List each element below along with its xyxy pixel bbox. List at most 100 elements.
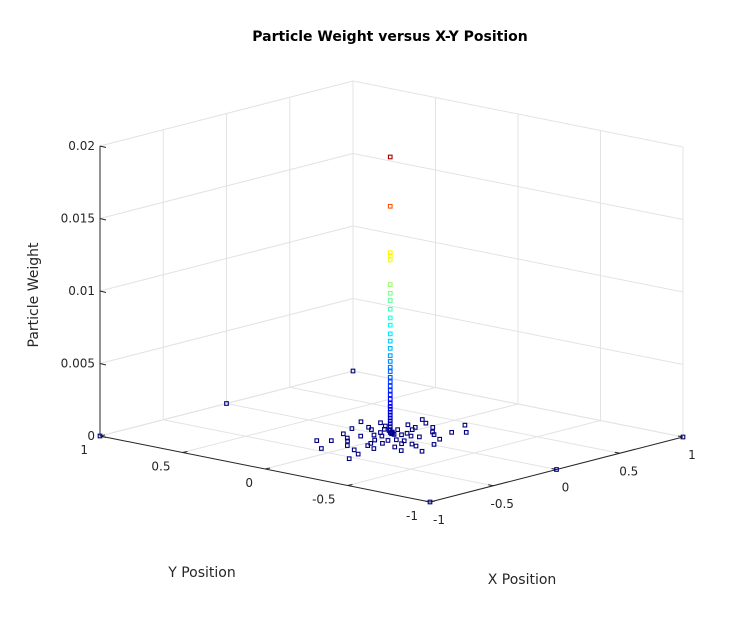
scatter-point (378, 420, 383, 426)
x-tick-mark (488, 484, 494, 487)
back-wall-grid-line (99, 370, 354, 437)
scatter-point (387, 298, 393, 303)
scatter-point (380, 441, 385, 446)
x-tick-mark (424, 500, 431, 503)
scatter-point (430, 425, 436, 430)
scatter-point (387, 424, 393, 430)
y-axis-label: Y Position (167, 565, 236, 581)
scatter-point (395, 427, 401, 432)
scatter-point (355, 451, 361, 457)
scatter-point (350, 368, 356, 374)
floor-grid-line (182, 387, 436, 453)
scatter-point (423, 420, 429, 426)
y-tick-label: 0.5 (151, 460, 170, 474)
scatter-point (387, 359, 393, 364)
scatter-point (349, 426, 355, 431)
x-tick-label: -1 (433, 513, 445, 527)
scatter-point (328, 438, 334, 444)
scatter-point (224, 401, 229, 406)
scatter-point (449, 429, 455, 435)
x-tick-label: 1 (688, 448, 696, 462)
back-wall-grid-line (99, 80, 354, 147)
scatter-point (409, 441, 415, 447)
x-tick-mark (677, 435, 684, 438)
scatter-point (413, 443, 419, 449)
x-tick-label: 0 (562, 481, 570, 495)
z-axis-label: Particle Weight (26, 242, 42, 347)
scatter-point (387, 401, 393, 406)
scatter-point (427, 499, 433, 505)
scatter-point (404, 430, 410, 436)
back-wall-grid-line (99, 298, 354, 364)
scatter-point (393, 437, 399, 443)
scatter-point (351, 447, 357, 453)
x-tick-mark (614, 451, 620, 454)
y-tick-label: -0.5 (312, 493, 335, 507)
scatter-point (399, 441, 404, 447)
x-tick-mark (551, 468, 557, 470)
scatter-point (437, 436, 443, 442)
scatter-point (387, 290, 393, 296)
y-tick-label: 0 (245, 476, 253, 490)
scatter-point (319, 446, 324, 451)
scatter-point (346, 456, 352, 462)
scatter-point (381, 426, 387, 432)
scatter-point (345, 438, 350, 444)
z-tick-mark (99, 290, 107, 293)
scatter-point (387, 203, 393, 209)
z-axis-ticks: 0 0.005 0.01 0.015 0.02 (61, 139, 107, 443)
scatter-point (419, 448, 425, 454)
scatter-point (387, 421, 393, 427)
scatter-point (387, 415, 393, 421)
scatter-point (387, 306, 393, 312)
scatter-point (372, 437, 378, 443)
z-tick-label: 0.01 (68, 284, 95, 298)
scatter-point (344, 443, 350, 448)
scatter-point (385, 438, 391, 443)
scatter-point (392, 444, 398, 450)
floor-grid-line (347, 420, 601, 486)
scatter-point (405, 422, 411, 428)
scatter-point (431, 442, 437, 447)
scatter-points (97, 154, 686, 505)
scatter-point (387, 392, 393, 398)
scatter-point (387, 409, 393, 415)
scatter-point (387, 379, 393, 385)
scatter-point (387, 375, 393, 380)
y-tick-label: -1 (406, 509, 418, 523)
scatter-point (399, 432, 404, 438)
scatter-point (387, 406, 393, 412)
scatter-point (344, 435, 350, 441)
x-tick-label: 0.5 (619, 464, 638, 478)
side-wall-grid-line (352, 298, 684, 365)
z-tick-label: 0.02 (68, 139, 95, 153)
scatter-point (462, 422, 468, 428)
y-tick-mark (264, 467, 271, 470)
scatter-point (387, 353, 393, 358)
back-wall-grid-line (99, 225, 354, 292)
scatter-point (371, 446, 377, 451)
back-wall-grid-line (99, 153, 354, 219)
scatter-point (387, 388, 393, 393)
scatter-point (358, 419, 364, 425)
y-tick-label: 1 (80, 443, 88, 457)
x-axis-label: X Position (488, 572, 557, 588)
side-wall-grid-line (352, 80, 684, 148)
scatter-point (419, 417, 425, 422)
scatter-point (387, 253, 393, 258)
chart-title: Particle Weight versus X-Y Position (252, 29, 528, 45)
scatter-point (387, 282, 393, 287)
scatter-point (387, 315, 393, 321)
scatter-point (365, 443, 371, 448)
floor-grid-line (264, 403, 519, 470)
scatter-point (554, 467, 559, 472)
scatter-point (412, 425, 418, 430)
z-tick-mark (99, 145, 107, 148)
scatter-point (398, 448, 404, 453)
scatter-point (387, 322, 393, 328)
y-tick-mark (99, 434, 106, 437)
y-tick-mark (182, 451, 188, 453)
scatter-point (680, 434, 686, 440)
scatter-point (387, 369, 393, 374)
z-tick-mark (99, 363, 107, 366)
